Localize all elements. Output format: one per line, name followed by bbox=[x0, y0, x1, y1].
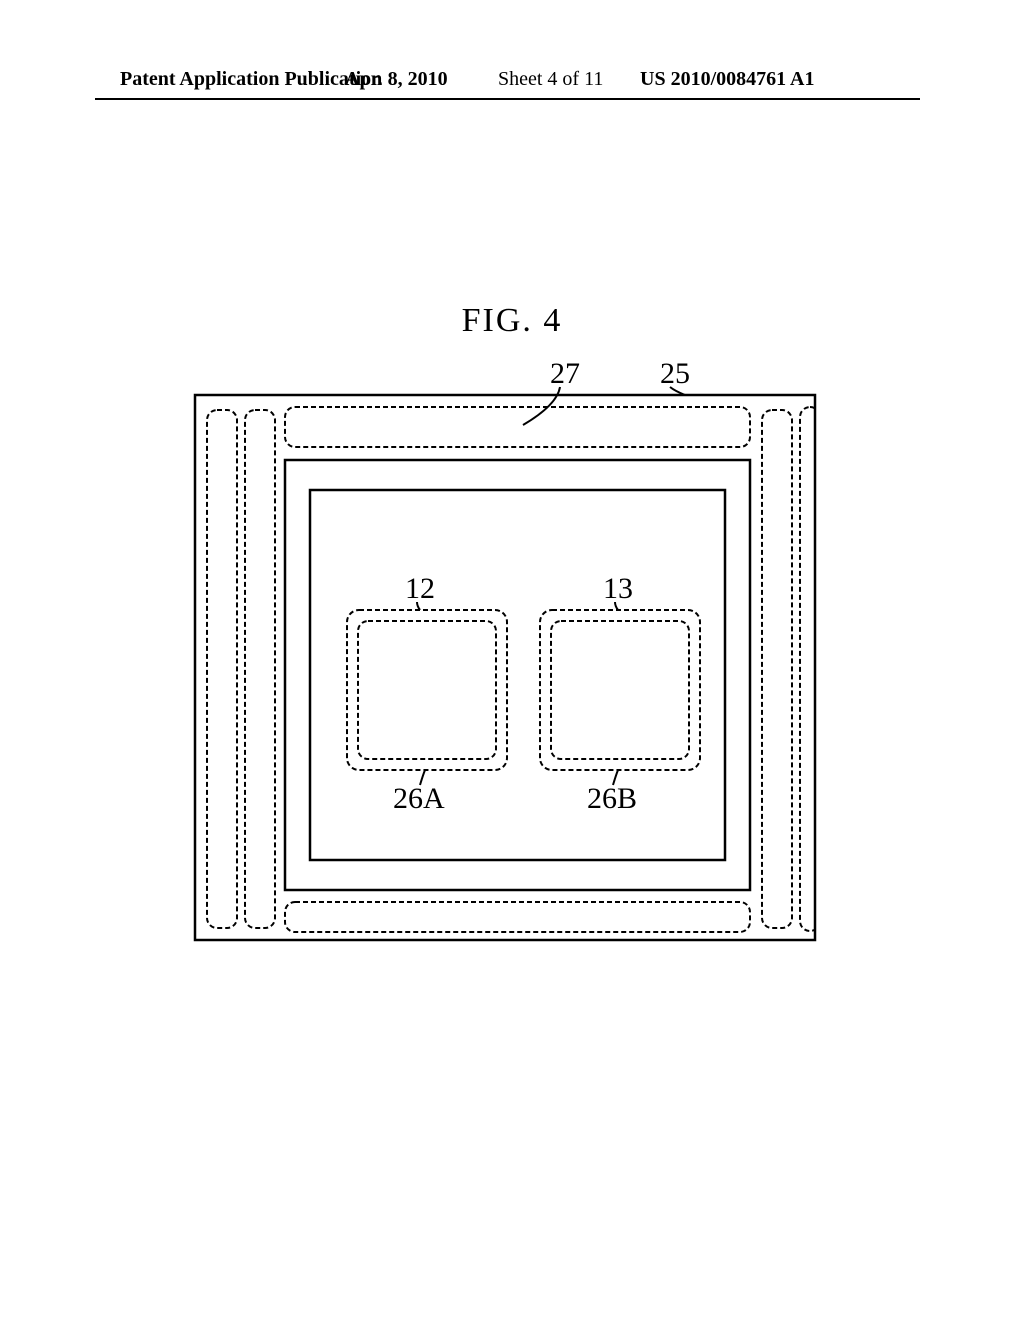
publication-type: Patent Application Publication bbox=[120, 68, 382, 91]
pad-13-outer bbox=[540, 610, 700, 770]
middle-frame bbox=[285, 460, 750, 890]
strip-left-1 bbox=[207, 410, 237, 928]
label-27: 27 bbox=[550, 357, 580, 390]
outer-frame-25 bbox=[195, 395, 815, 940]
label-12: 12 bbox=[405, 572, 435, 605]
inner-frame bbox=[310, 490, 725, 860]
publication-number: US 2010/0084761 A1 bbox=[640, 68, 814, 91]
page: Patent Application Publication Apr. 8, 2… bbox=[0, 0, 1024, 1320]
label-13: 13 bbox=[603, 572, 633, 605]
strip-bottom bbox=[285, 902, 750, 932]
label-26a: 26A bbox=[393, 782, 445, 815]
pad-26b-inner bbox=[551, 621, 689, 759]
strip-right-2 bbox=[800, 407, 820, 931]
label-26b: 26B bbox=[587, 782, 637, 815]
strip-top bbox=[285, 407, 750, 447]
publication-date: Apr. 8, 2010 bbox=[345, 68, 448, 91]
figure-title: FIG. 4 bbox=[0, 302, 1024, 340]
strip-left-2 bbox=[245, 410, 275, 928]
header-rule bbox=[95, 98, 920, 100]
figure-diagram: 27 25 12 13 26A 26B bbox=[165, 355, 845, 955]
strip-right-1 bbox=[762, 410, 792, 928]
sheet-number: Sheet 4 of 11 bbox=[498, 68, 603, 91]
pad-26a-inner bbox=[358, 621, 496, 759]
label-25: 25 bbox=[660, 357, 690, 390]
pad-12-outer bbox=[347, 610, 507, 770]
